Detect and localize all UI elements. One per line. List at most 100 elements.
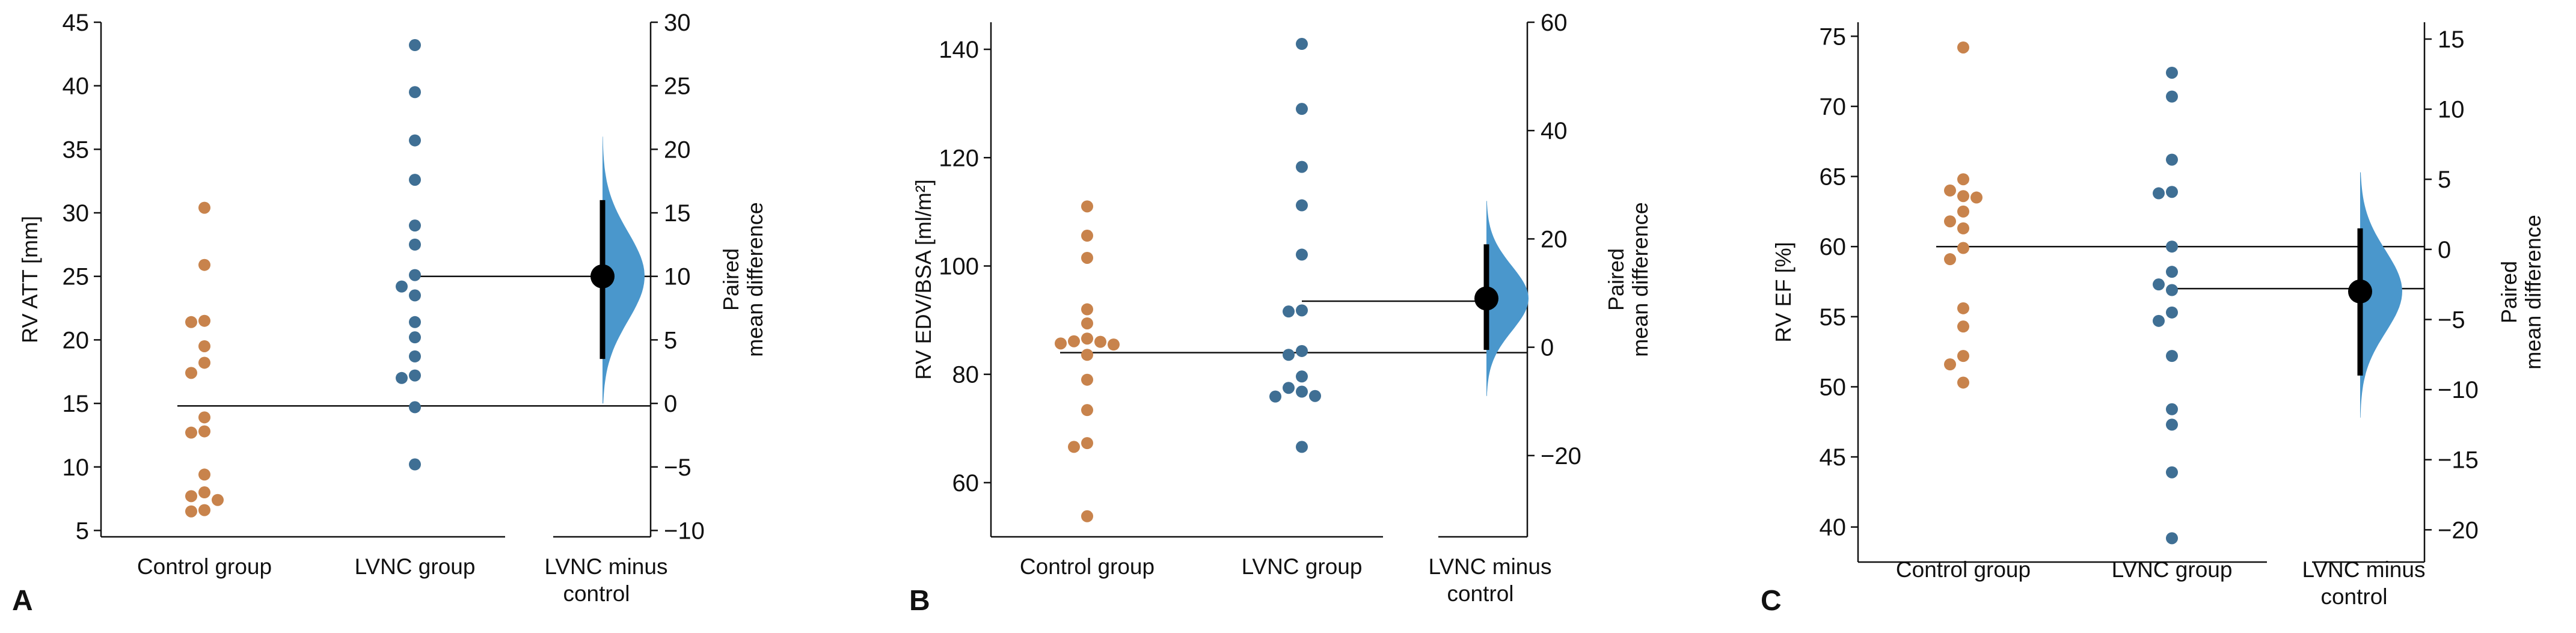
- lvnc-data-point: [1283, 382, 1295, 394]
- control-data-point: [185, 426, 197, 439]
- left-y-tick-label: 140: [939, 37, 979, 63]
- lvnc-data-point: [1296, 103, 1308, 115]
- lvnc-data-point: [2166, 153, 2178, 166]
- control-data-point: [1957, 350, 1969, 362]
- lvnc-data-point: [409, 401, 421, 414]
- right-y-tick-label: 20: [1541, 226, 1568, 252]
- control-data-point: [185, 316, 197, 328]
- panel-a: 5 10 15 20 25 30 35 40 45 −10 −5 0 5 10 15 20 25 30 RV ATT…: [12, 10, 767, 617]
- left-y-tick-label: 75: [1820, 23, 1847, 50]
- control-data-point: [198, 340, 210, 352]
- right-y-tick-label: 0: [664, 391, 677, 417]
- control-data-point: [1055, 337, 1067, 350]
- lvnc-data-point: [2166, 66, 2178, 79]
- lvnc-data-point: [1296, 38, 1308, 50]
- category-label-lvnc: LVNC group: [1242, 554, 1363, 579]
- control-data-point: [1081, 349, 1093, 361]
- lvnc-data-point: [1296, 344, 1308, 357]
- right-y-tick-label: 0: [2438, 237, 2451, 263]
- lvnc-data-point: [1296, 370, 1308, 383]
- right-y-tick-label: −15: [2438, 447, 2479, 474]
- lvnc-data-point: [1296, 248, 1308, 261]
- control-data-point: [1944, 215, 1956, 228]
- left-y-tick-label: 40: [63, 73, 90, 100]
- left-y-tick-label: 70: [1820, 94, 1847, 120]
- control-data-point: [1081, 317, 1093, 329]
- right-y-tick-label: 30: [664, 10, 691, 36]
- control-data-point: [1068, 441, 1080, 453]
- right-y-tick-label: −10: [664, 518, 705, 544]
- control-data-point: [198, 314, 210, 327]
- right-y-tick-label: 60: [1541, 10, 1568, 36]
- lvnc-data-point: [1296, 304, 1308, 317]
- left-y-tick-label: 20: [63, 327, 90, 353]
- left-y-tick-label: 120: [939, 145, 979, 171]
- right-y-axis-label-line1: Paired: [2497, 261, 2521, 323]
- panel-letter: B: [909, 585, 930, 617]
- right-y-tick-label: 10: [664, 264, 691, 290]
- y-axis-label: RV EF [%]: [1771, 242, 1796, 342]
- control-data-point: [1944, 253, 1956, 266]
- right-y-tick-label: 10: [2438, 97, 2465, 123]
- control-data-point: [1944, 184, 1956, 197]
- panel-b: 60 80 100 120 140 −20 0 20 40 60 RV EDV/BSA [ml/m²…: [909, 10, 1652, 617]
- control-data-point: [198, 486, 210, 499]
- lvnc-data-point: [409, 369, 421, 382]
- panel-letter: A: [12, 585, 33, 617]
- control-data-point: [1081, 200, 1093, 213]
- right-y-tick-label: 15: [664, 200, 691, 227]
- lvnc-data-point: [409, 316, 421, 328]
- lvnc-data-point: [2166, 240, 2178, 253]
- control-data-point: [1957, 302, 1969, 314]
- left-y-tick-label: 50: [1820, 374, 1847, 400]
- control-data-point: [198, 411, 210, 424]
- lvnc-data-point: [1283, 349, 1295, 361]
- control-data-point: [1970, 191, 1983, 204]
- lvnc-data-point: [1296, 161, 1308, 173]
- control-data-point: [1944, 358, 1956, 371]
- lvnc-data-point: [1296, 441, 1308, 453]
- category-label-diff-line1: LVNC minus: [1429, 554, 1552, 579]
- lvnc-data-point: [409, 39, 421, 52]
- right-y-tick-label: 40: [1541, 118, 1568, 144]
- left-y-tick-label: 30: [63, 200, 90, 227]
- panel-c: 40 45 50 55 60 65 70 75 −20 −15 −10 −5 0 5 10 15 RV EF […: [1761, 22, 2545, 617]
- lvnc-data-point: [409, 269, 421, 281]
- lvnc-data-point: [1296, 199, 1308, 212]
- effect-size-point: [2348, 279, 2372, 304]
- right-y-tick-label: −5: [2438, 307, 2465, 333]
- right-y-tick-label: −10: [2438, 377, 2479, 403]
- control-data-point: [1081, 332, 1093, 345]
- left-y-tick-label: 25: [63, 264, 90, 290]
- control-data-point: [1957, 205, 1969, 218]
- lvnc-data-point: [1309, 390, 1321, 402]
- lvnc-data-point: [409, 289, 421, 302]
- control-data-point: [1081, 373, 1093, 386]
- right-y-tick-label: 15: [2438, 26, 2465, 53]
- lvnc-data-point: [2166, 418, 2178, 431]
- control-data-point: [212, 494, 224, 506]
- right-y-tick-label: −20: [2438, 517, 2479, 543]
- control-data-point: [198, 356, 210, 369]
- lvnc-data-point: [2153, 187, 2165, 200]
- lvnc-data-point: [1269, 390, 1281, 403]
- left-y-tick-label: 15: [63, 391, 90, 417]
- lvnc-data-point: [2166, 350, 2178, 362]
- control-data-point: [1081, 404, 1093, 417]
- left-y-tick-label: 35: [63, 136, 90, 163]
- right-y-tick-label: 20: [664, 136, 691, 163]
- lvnc-data-point: [396, 280, 408, 293]
- control-data-point: [1957, 376, 1969, 389]
- left-y-tick-label: 100: [939, 253, 979, 280]
- category-label-control: Control group: [1020, 554, 1155, 579]
- lvnc-data-point: [409, 458, 421, 471]
- right-y-axis-label-line2: mean difference: [1628, 202, 1652, 357]
- category-label-lvnc: LVNC group: [355, 554, 476, 579]
- control-data-point: [1957, 173, 1969, 186]
- lvnc-data-point: [1296, 385, 1308, 398]
- right-y-axis-label-line2: mean difference: [743, 202, 767, 357]
- right-y-tick-label: 5: [664, 327, 677, 353]
- control-data-point: [1957, 222, 1969, 234]
- control-data-point: [1957, 320, 1969, 333]
